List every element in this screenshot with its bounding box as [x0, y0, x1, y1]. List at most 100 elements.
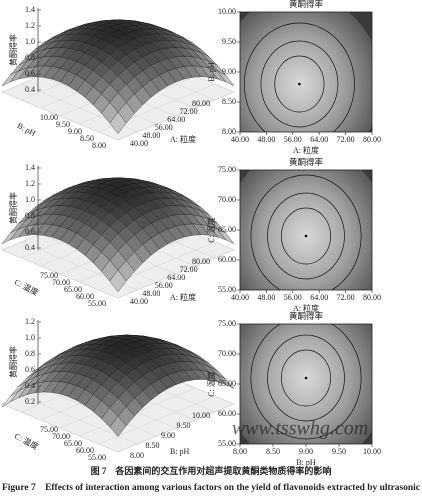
- y-tick-label: 65.00: [218, 225, 236, 234]
- z-tick-label: 1.2: [25, 317, 35, 326]
- y-tick-label: 55.00: [218, 439, 236, 448]
- y-tick-label: 70.00: [218, 195, 236, 204]
- contour-line: [281, 349, 331, 407]
- right-tick-label: 8.00: [130, 451, 144, 460]
- z-tick-label: 1.2: [25, 21, 35, 30]
- y-tick-label: 60.00: [218, 255, 236, 264]
- contour-line: [267, 192, 345, 280]
- z-axis-label: 黄酮得率: [8, 34, 18, 66]
- right-tick-label: 80.00: [192, 99, 210, 108]
- right-tick-label: 10.00: [192, 411, 210, 420]
- left-tick-label: 60.00: [76, 292, 94, 301]
- z-tick-label: 0.6: [25, 69, 35, 78]
- y-tick-label: 55.00: [218, 285, 236, 294]
- x-tick-label: 72.00: [337, 293, 355, 302]
- contour-line: [243, 22, 355, 132]
- z-tick-label: 0.8: [25, 211, 35, 220]
- right-axis-label: B: pH: [170, 447, 190, 456]
- left-axis-label: C: 温度: [13, 277, 40, 298]
- right-axis-label: A: 粒度: [170, 134, 196, 144]
- y-axis-label: C: 温度: [206, 217, 216, 243]
- right-tick-label: 80.00: [192, 257, 210, 266]
- y-tick-label: 9.00: [222, 67, 236, 76]
- y-tick-label: 60.00: [218, 409, 236, 418]
- z-tick-label: 0.4: [25, 85, 35, 94]
- x-tick-label: 10.00: [363, 447, 381, 456]
- x-tick-label: 48.00: [257, 293, 275, 302]
- x-tick-label: 72.00: [337, 135, 355, 144]
- contour-line: [260, 40, 339, 128]
- y-tick-label: 10.00: [218, 7, 236, 16]
- z-tick-label: 0.8: [25, 53, 35, 62]
- right-tick-label: 72.00: [180, 265, 198, 274]
- right-tick-label: 8.50: [146, 441, 160, 450]
- right-tick-label: 72.00: [180, 107, 198, 116]
- z-tick-label: 0.2: [25, 397, 35, 406]
- x-axis-label: A: 粒度: [293, 303, 319, 313]
- contour-title: 黄酮得率: [289, 311, 324, 321]
- contour-line: [250, 324, 362, 440]
- optimum-dot: [298, 82, 301, 86]
- x-tick-label: 48.00: [257, 135, 275, 144]
- optimum-dot: [304, 376, 308, 380]
- caption-cn: 图 7 各因素间的交互作用对超声提取黄酮类物质得率的影响: [91, 465, 332, 476]
- z-tick-label: 1.4: [25, 163, 35, 172]
- right-tick-label: 64.00: [167, 115, 185, 124]
- left-tick-label: 10.00: [40, 113, 58, 122]
- left-tick-label: 70.00: [52, 278, 70, 287]
- z-tick-label: 0.6: [25, 365, 35, 374]
- contour-title: 黄酮得率: [289, 157, 324, 167]
- z-tick-label: 1.4: [25, 5, 35, 14]
- z-tick-label: 1.0: [25, 195, 35, 204]
- x-axis-label: B: pH: [296, 458, 316, 467]
- z-tick-label: 0.4: [25, 243, 35, 252]
- left-tick-label: 55.00: [88, 299, 106, 308]
- z-axis-label: 黄酮得率: [8, 346, 18, 378]
- x-tick-label: 9.00: [299, 447, 313, 456]
- surface-facet: [109, 415, 127, 437]
- left-tick-label: 70.00: [52, 432, 70, 441]
- x-tick-label: 64.00: [310, 293, 328, 302]
- z-tick-label: 0.8: [25, 349, 35, 358]
- contour-line: [267, 334, 345, 422]
- y-tick-label: 75.00: [218, 165, 236, 174]
- left-tick-label: 55.00: [88, 453, 106, 462]
- z-tick-label: 1.2: [25, 179, 35, 188]
- z-axis-label: 黄酮得率: [8, 192, 18, 224]
- contour-line: [250, 174, 362, 290]
- caption-en: Figure 7 Effects of interaction among va…: [2, 482, 420, 492]
- y-tick-label: 65.00: [218, 379, 236, 388]
- left-tick-label: 65.00: [64, 285, 82, 294]
- x-tick-label: 8.00: [233, 447, 247, 456]
- left-tick-label: 8.50: [80, 134, 94, 143]
- left-tick-label: 9.50: [56, 120, 70, 129]
- right-tick-label: 56.00: [155, 281, 173, 290]
- optimum-dot: [304, 234, 308, 238]
- contour-title: 黄酮得率: [289, 0, 324, 9]
- left-tick-label: 9.00: [68, 127, 82, 136]
- left-tick-label: 8.00: [92, 141, 106, 150]
- contour-line: [281, 207, 331, 265]
- right-tick-label: 56.00: [155, 123, 173, 132]
- x-tick-label: 64.00: [310, 135, 328, 144]
- left-tick-label: 75.00: [40, 271, 58, 280]
- y-tick-label: 8.50: [222, 97, 236, 106]
- y-axis-label: C: 温度: [206, 371, 216, 397]
- right-tick-label: 40.00: [130, 297, 148, 306]
- right-tick-label: 9.50: [177, 421, 191, 430]
- left-tick-label: 65.00: [64, 439, 82, 448]
- right-tick-label: 40.00: [130, 139, 148, 148]
- left-tick-label: 60.00: [76, 446, 94, 455]
- surface-facet: [109, 269, 127, 293]
- x-tick-label: 40.00: [231, 135, 249, 144]
- contour-line: [274, 55, 325, 113]
- right-tick-label: 64.00: [167, 273, 185, 282]
- z-tick-label: 1.0: [25, 37, 35, 46]
- right-axis-label: A: 粒度: [170, 292, 196, 302]
- x-tick-label: 80.00: [363, 293, 381, 302]
- z-tick-label: 1.0: [25, 333, 35, 342]
- right-tick-label: 9.00: [161, 431, 175, 440]
- x-axis-label: A: 粒度: [293, 145, 319, 155]
- z-tick-label: 0.4: [25, 381, 35, 390]
